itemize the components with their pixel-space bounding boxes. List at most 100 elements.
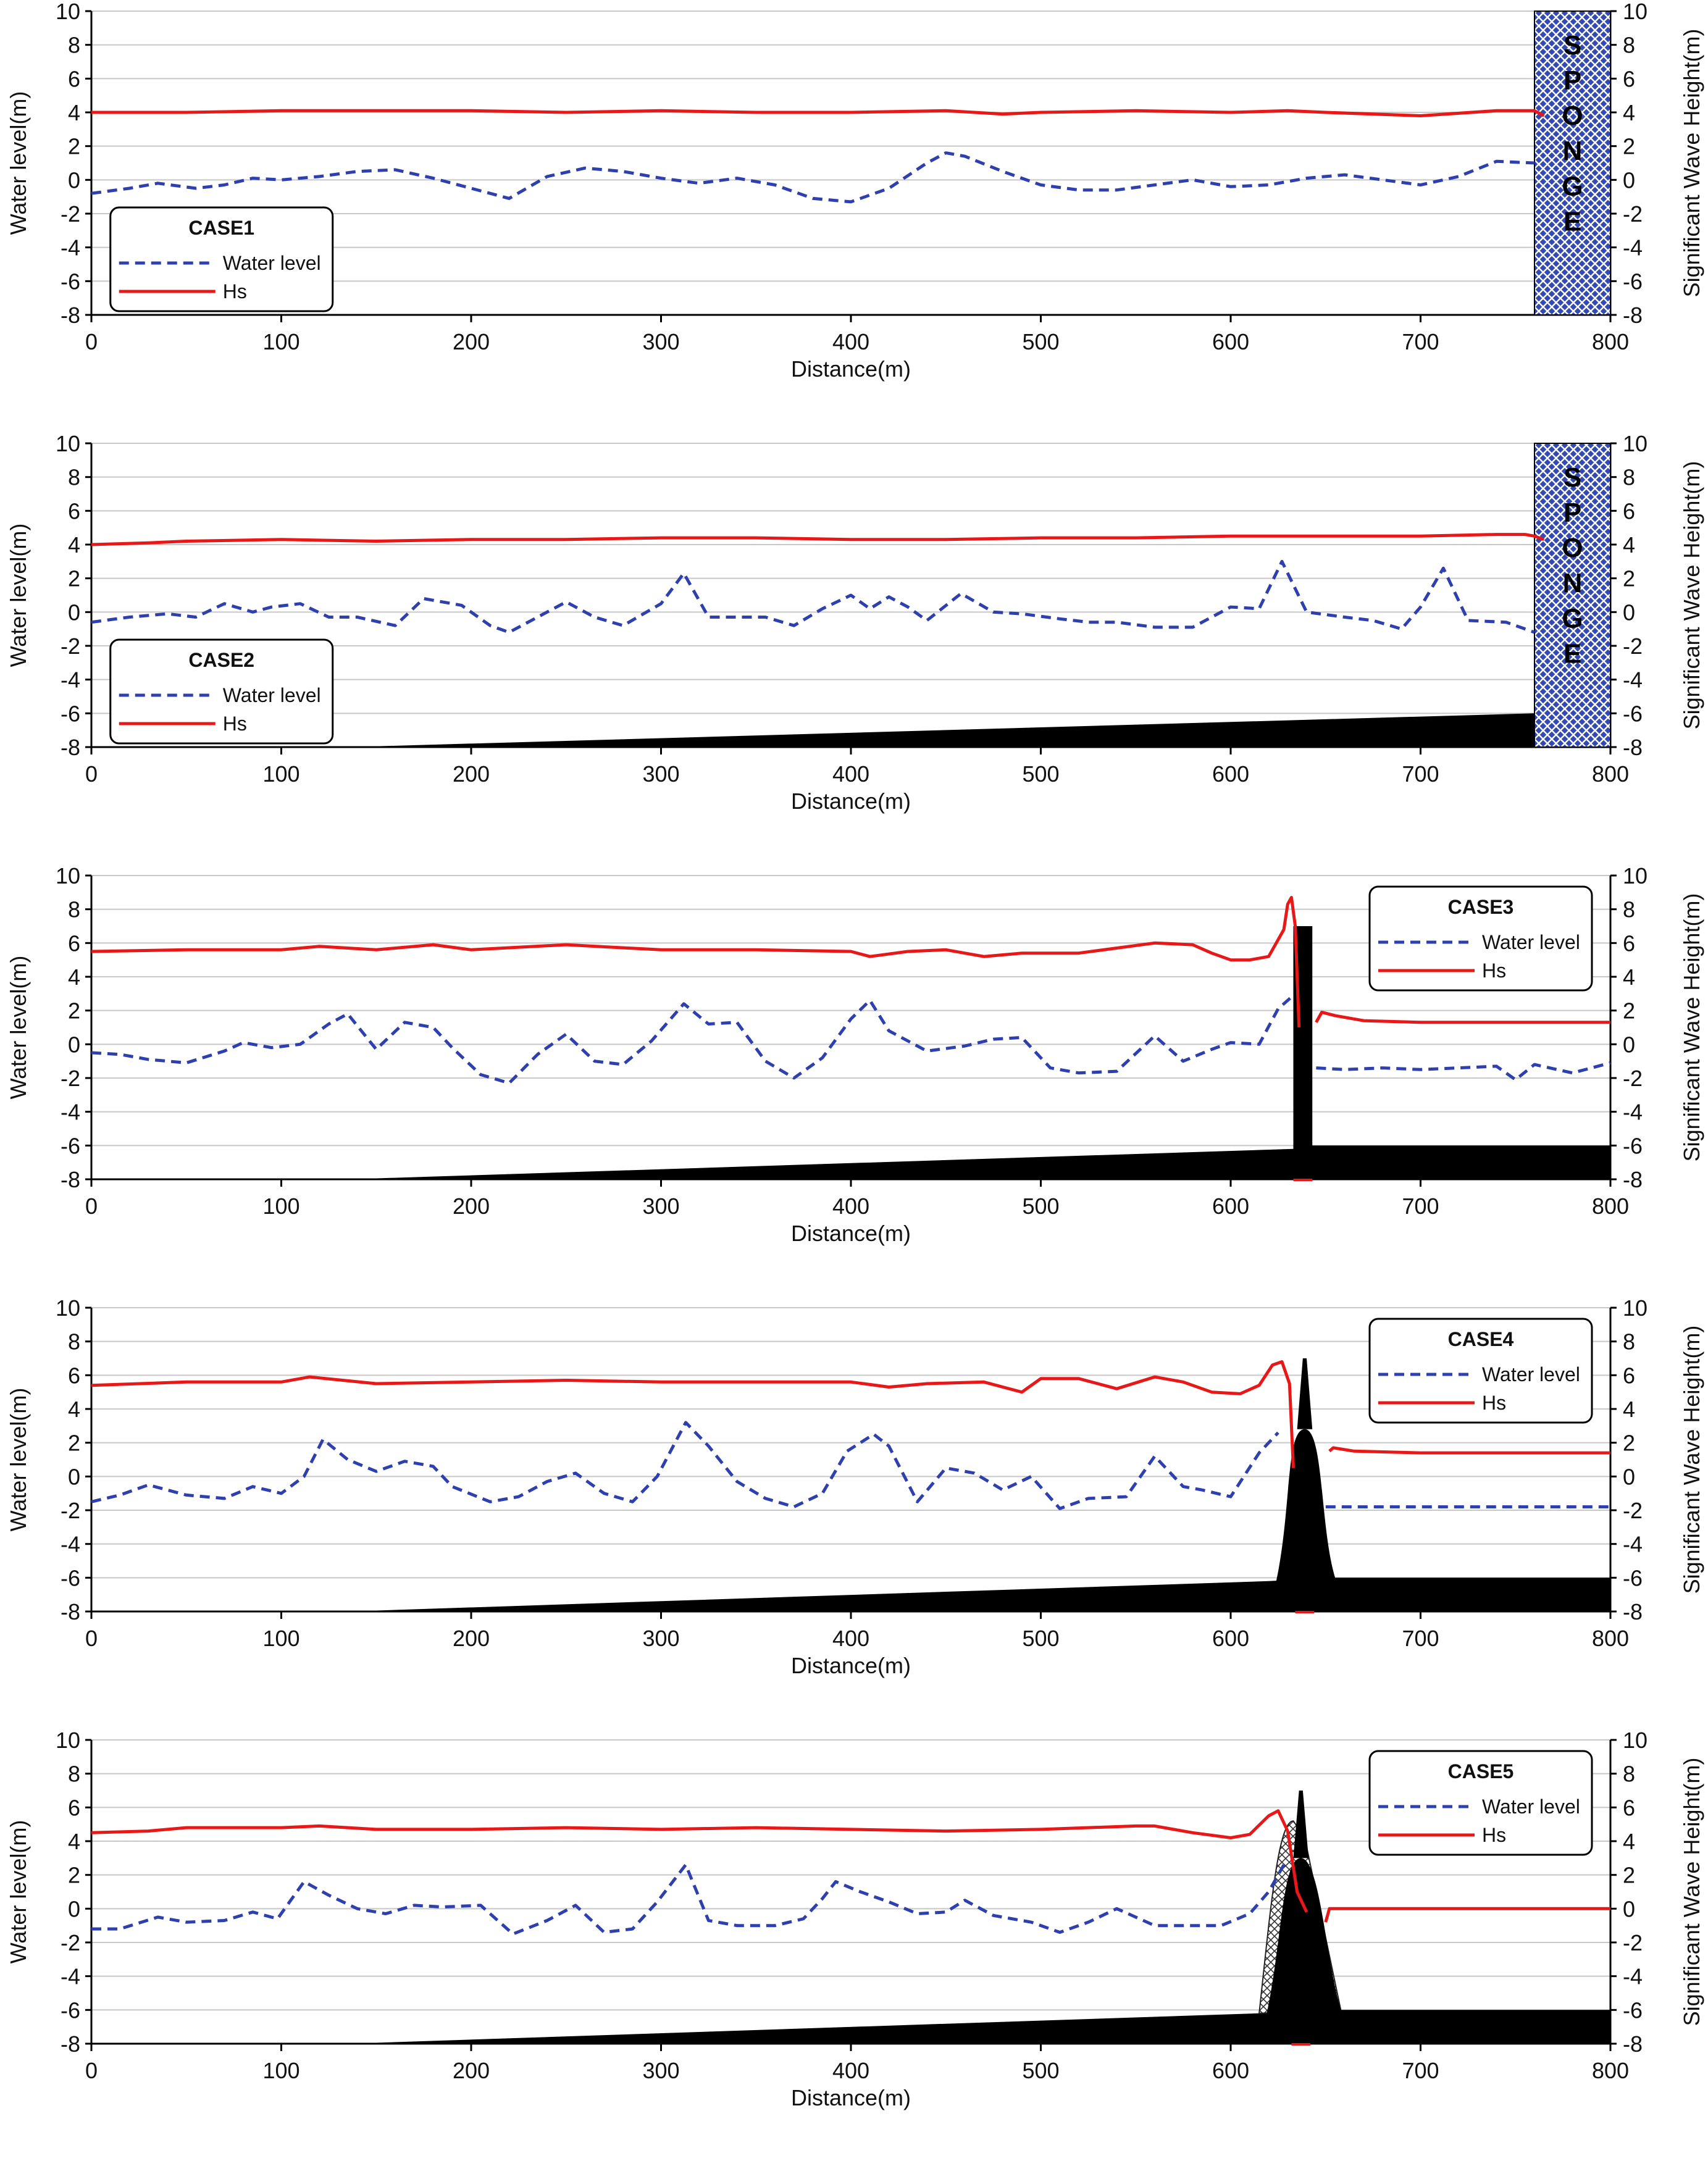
x-axis-title: Distance(m) — [791, 1653, 911, 1678]
y-axis-title-right: Significant Wave Height(m) — [1679, 461, 1704, 730]
legend-label-hs: Hs — [1482, 959, 1506, 982]
legend-title: CASE2 — [188, 649, 254, 671]
x-tick-label: 200 — [453, 1193, 490, 1219]
x-tick-label: 0 — [85, 1626, 98, 1651]
x-axis-title: Distance(m) — [791, 2085, 911, 2110]
y-tick-label-left: 8 — [68, 1329, 80, 1355]
legend-title: CASE5 — [1448, 1760, 1514, 1783]
sponge-letter: S — [1564, 462, 1581, 493]
sponge-layer — [1534, 443, 1611, 748]
y-tick-label-left: 0 — [68, 1464, 80, 1489]
y-tick-label-left: 0 — [68, 1896, 80, 1921]
water-level-line — [91, 1863, 1286, 1936]
y-tick-label-right: -4 — [1623, 1532, 1643, 1557]
hs-line — [1315, 1010, 1610, 1024]
y-tick-label-left: 10 — [56, 0, 80, 24]
y-tick-label-right: -2 — [1623, 1930, 1643, 1955]
x-tick-label: 0 — [85, 761, 98, 787]
sponge-letter: G — [1562, 171, 1583, 201]
chart-panel-5: 10 10 8 8 6 6 4 4 2 2 0 0 -2 -2 -4 -4 -6 -6 -8 -8 0 100 200 300… — [0, 1729, 1708, 2161]
y-tick-label-left: -2 — [61, 201, 80, 227]
legend: CASE4 Water level Hs — [1368, 1318, 1593, 1424]
y-tick-label-right: -4 — [1623, 1100, 1643, 1125]
x-tick-label: 200 — [453, 1626, 490, 1651]
y-tick-label-left: 0 — [68, 167, 80, 193]
y-tick-label-left: -6 — [61, 1565, 80, 1590]
y-axis-title-right: Significant Wave Height(m) — [1679, 1326, 1704, 1594]
x-tick-label: 200 — [453, 329, 490, 354]
x-tick-label: 0 — [85, 329, 98, 354]
y-tick-label-left: 0 — [68, 600, 80, 625]
y-axis-title-left: Water level(m) — [6, 1820, 31, 1964]
x-tick-label: 700 — [1402, 2058, 1439, 2083]
hs-line — [91, 1360, 1295, 1468]
y-tick-label-right: 10 — [1623, 0, 1647, 24]
chart-svg-3: 10 108 86 64 42 20 0-2 -2-4 -4-6 -6-8 -80 100 200 300… — [6, 864, 1704, 1246]
y-tick-label-left: 8 — [68, 897, 80, 922]
y-tick-label-left: 4 — [68, 964, 80, 990]
y-tick-label-right: 4 — [1623, 1397, 1635, 1422]
x-tick-label: 700 — [1402, 761, 1439, 787]
x-tick-label: 100 — [262, 1193, 299, 1219]
y-tick-label-right: 4 — [1623, 532, 1635, 558]
y-axis-title-right: Significant Wave Height(m) — [1679, 29, 1704, 298]
x-tick-label: 800 — [1592, 329, 1629, 354]
y-tick-label-right: 10 — [1623, 1729, 1647, 1753]
legend-label-water: Water level — [223, 252, 321, 274]
y-tick-label-right: 8 — [1623, 1329, 1635, 1355]
legend-label-hs: Hs — [223, 713, 247, 735]
y-tick-label-right: 6 — [1623, 498, 1635, 524]
y-tick-label-left: -8 — [61, 2031, 80, 2057]
x-tick-label: 100 — [262, 329, 299, 354]
x-tick-label: 700 — [1402, 1626, 1439, 1651]
x-tick-label: 100 — [262, 761, 299, 787]
y-tick-label-right: 4 — [1623, 964, 1635, 990]
legend-box — [1368, 1750, 1593, 1856]
hs-line — [91, 896, 1301, 1028]
chart-panel-4: 10 10 8 8 6 6 4 4 2 2 0 0 -2 -2 -4 -4 -6 -6 -8 -8 0 100 200 300… — [0, 1297, 1708, 1729]
x-axis-title: Distance(m) — [791, 356, 911, 382]
y-tick-label-left: 2 — [68, 134, 80, 159]
y-tick-label-left: -8 — [61, 1599, 80, 1624]
hs-line — [91, 1809, 1308, 1913]
chart-panel-3: 10 10 8 8 6 6 4 4 2 2 0 0 -2 -2 -4 -4 -6 -6 -8 -8 0 100 200 300… — [0, 864, 1708, 1297]
y-tick-label-right: -8 — [1623, 735, 1643, 760]
y-tick-label-left: 6 — [68, 1795, 80, 1820]
x-tick-label: 200 — [453, 2058, 490, 2083]
y-tick-label-right: 2 — [1623, 134, 1635, 159]
y-tick-label-left: -2 — [61, 1066, 80, 1091]
y-tick-label-right: -8 — [1623, 1167, 1643, 1192]
legend-box — [1368, 1318, 1593, 1424]
water-level-line — [91, 151, 1535, 204]
y-tick-label-right: 6 — [1623, 1795, 1635, 1820]
chart-svg-5: 10 108 86 64 42 20 0-2 -2-4 -4-6 -6-8 -80 100 200 300… — [6, 1729, 1704, 2110]
y-tick-label-left: 4 — [68, 532, 80, 558]
y-tick-label-left: 6 — [68, 1363, 80, 1388]
y-tick-label-left: -4 — [61, 1532, 80, 1557]
y-tick-label-right: 6 — [1623, 66, 1635, 91]
bathymetry-slope — [348, 2010, 1610, 2044]
y-tick-label-right: 10 — [1623, 1297, 1647, 1321]
legend-label-water: Water level — [1482, 1363, 1580, 1386]
x-tick-label: 400 — [832, 1193, 869, 1219]
y-tick-label-left: 4 — [68, 1397, 80, 1422]
x-tick-label: 300 — [642, 761, 679, 787]
legend-title: CASE3 — [1448, 896, 1514, 918]
y-tick-label-right: 0 — [1623, 600, 1635, 625]
y-tick-label-right: 6 — [1623, 930, 1635, 956]
y-tick-label-right: 2 — [1623, 1863, 1635, 1888]
y-tick-label-right: -2 — [1623, 633, 1643, 659]
x-tick-label: 400 — [832, 2058, 869, 2083]
y-tick-label-right: -6 — [1623, 701, 1643, 726]
x-tick-label: 800 — [1592, 2058, 1629, 2083]
y-tick-label-right: 2 — [1623, 998, 1635, 1024]
chart-svg-4: 10 108 86 64 42 20 0-2 -2-4 -4-6 -6-8 -80 100 200 300… — [6, 1297, 1704, 1678]
legend-label-water: Water level — [1482, 1795, 1580, 1818]
x-tick-label: 0 — [85, 1193, 98, 1219]
x-tick-label: 600 — [1212, 1193, 1249, 1219]
x-tick-label: 700 — [1402, 1193, 1439, 1219]
y-tick-label-right: -2 — [1623, 1066, 1643, 1091]
y-axis-title-right: Significant Wave Height(m) — [1679, 893, 1704, 1162]
chart-svg-2: 10 108 86 64 42 20 0-2 -2-4 -4-6 -6-8 -80 100 200 300… — [6, 432, 1704, 814]
bathymetry-slope — [348, 713, 1610, 747]
